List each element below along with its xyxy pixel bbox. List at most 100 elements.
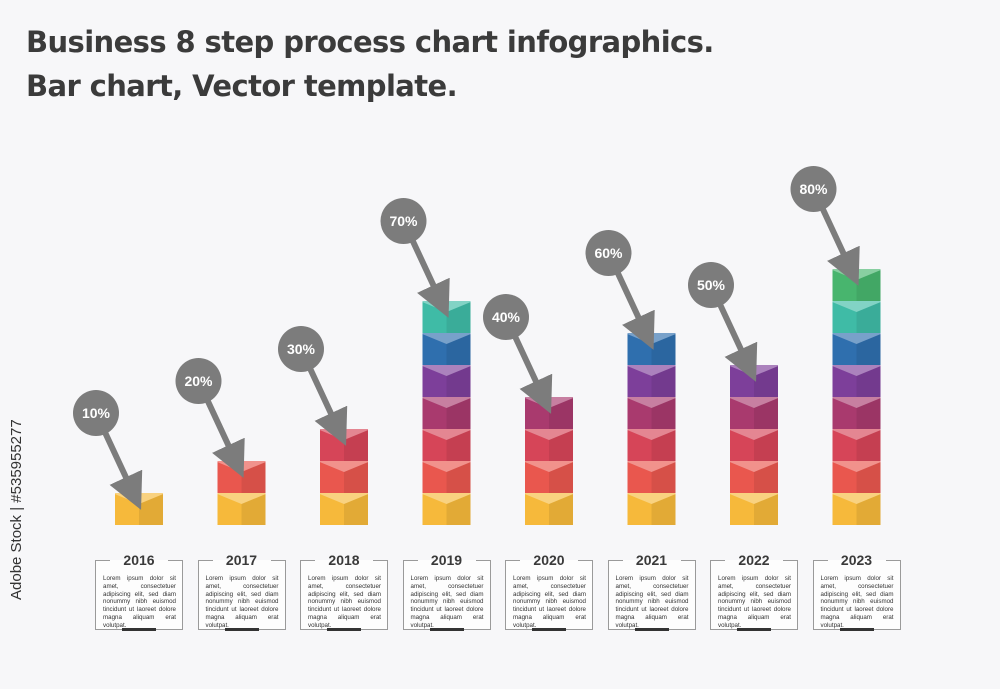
bar-block: [422, 429, 471, 461]
card-border: [783, 560, 797, 561]
card-border: [301, 560, 315, 561]
year-card-2019: 2019 Lorem ipsum dolor sit amet, consecte…: [402, 552, 491, 631]
year-card-2021: 2021 Lorem ipsum dolor sit amet, consecte…: [607, 552, 696, 631]
card-border: [270, 560, 285, 561]
tick-label-2022: 2022: [738, 552, 770, 568]
year-card-2023: 2023 Lorem ipsum dolor sit amet, consecte…: [812, 552, 901, 631]
bar-2017: [217, 461, 266, 525]
title-line-1: Business 8 step process chart infographi…: [26, 25, 714, 59]
tick-label-2021: 2021: [635, 552, 668, 568]
card-border: [506, 560, 520, 561]
title-line-2: Bar chart, Vector template.: [26, 69, 458, 103]
card-description: Lorem ipsum dolor sit amet, consectetuer…: [410, 575, 484, 629]
card-accent-bar: [122, 628, 156, 631]
bar-block: [217, 461, 266, 493]
value-bubble-2022: [688, 262, 734, 308]
bar-block: [525, 461, 573, 493]
tick-label-2018: 2018: [328, 552, 360, 568]
bar-2020: [525, 397, 573, 525]
card-description: Lorem ipsum dolor sit amet, consectetuer…: [718, 575, 791, 629]
bar-block: [730, 365, 778, 397]
card-border: [373, 560, 387, 561]
bar-block: [422, 461, 471, 493]
card-description: Lorem ipsum dolor sit amet, consectetuer…: [513, 575, 586, 629]
bar-block: [832, 333, 881, 365]
tick-label-2019: 2019: [430, 552, 463, 568]
bar-block: [422, 333, 471, 365]
card-description: Lorem ipsum dolor sit amet, consectetuer…: [103, 575, 176, 629]
card-accent-bar: [224, 628, 259, 631]
bar-block: [627, 429, 676, 461]
card-border: [475, 560, 490, 561]
card-border: [578, 560, 592, 561]
card-description: Lorem ipsum dolor sit amet, consectetuer…: [615, 575, 689, 629]
tick-label-2023: 2023: [840, 552, 873, 568]
year-card-2016: 2016 Lorem ipsum dolor sit amet, consecte…: [95, 552, 183, 631]
data-label-2018: 30%: [287, 341, 316, 357]
value-bubble-2020: [483, 294, 529, 340]
tick-label-2016: 2016: [123, 552, 155, 568]
value-bubble-2023: [790, 166, 837, 212]
bar-block: [730, 397, 778, 429]
data-label-2019: 70%: [389, 213, 418, 229]
bar-block: [627, 493, 676, 525]
bar-2018: [320, 429, 368, 525]
bar-block: [320, 461, 368, 493]
value-bubble-2016: [73, 390, 119, 436]
card-accent-bar: [327, 628, 361, 631]
year-card-2022: 2022 Lorem ipsum dolor sit amet, consecte…: [710, 552, 798, 631]
card-description: Lorem ipsum dolor sit amet, consectetuer…: [820, 575, 894, 629]
card-border: [813, 560, 828, 561]
bar-block: [627, 461, 676, 493]
card-border: [96, 560, 110, 561]
bar-block: [730, 461, 778, 493]
bar-block: [525, 493, 573, 525]
card-border: [608, 560, 623, 561]
year-card-2017: 2017 Lorem ipsum dolor sit amet, consecte…: [197, 552, 286, 631]
card-accent-bar: [839, 628, 874, 631]
bar-block: [627, 365, 676, 397]
card-border: [403, 560, 418, 561]
year-card-2020: 2020 Lorem ipsum dolor sit amet, consecte…: [505, 552, 593, 631]
bar-block: [525, 429, 573, 461]
year-card-2018: 2018 Lorem ipsum dolor sit amet, consecte…: [300, 552, 388, 631]
card-accent-bar: [737, 628, 771, 631]
bar-block: [320, 429, 368, 461]
data-label-2021: 60%: [594, 245, 623, 261]
data-label-2020: 40%: [492, 309, 521, 325]
tick-label-2020: 2020: [533, 552, 565, 568]
card-description: Lorem ipsum dolor sit amet, consectetuer…: [205, 575, 279, 629]
card-border: [885, 560, 900, 561]
bar-block: [730, 493, 778, 525]
bar-2021: [627, 333, 676, 525]
data-label-2023: 80%: [799, 181, 828, 197]
bar-block: [832, 365, 881, 397]
bar-block: [525, 397, 573, 429]
bar-block: [115, 493, 163, 525]
bar-block: [422, 301, 471, 333]
bar-block: [422, 397, 471, 429]
data-label-2016: 10%: [82, 405, 111, 421]
card-accent-bar: [634, 628, 669, 631]
stock-watermark: Adobe Stock | #535955277: [8, 419, 25, 600]
chart-title: Business 8 step process chart infographi…: [26, 20, 714, 108]
bar-block: [730, 429, 778, 461]
value-bubble-2017: [175, 358, 222, 404]
card-border: [711, 560, 725, 561]
card-accent-bar: [429, 628, 464, 631]
value-bubble-2019: [380, 198, 427, 244]
card-accent-bar: [532, 628, 566, 631]
bar-block: [422, 365, 471, 397]
bar-2023: [832, 269, 881, 525]
tick-label-2017: 2017: [225, 552, 258, 568]
bar-block: [832, 461, 881, 493]
bar-block: [320, 493, 368, 525]
bar-2019: [422, 301, 471, 525]
data-label-2017: 20%: [184, 373, 213, 389]
card-border: [198, 560, 213, 561]
bar-block: [217, 493, 266, 525]
bar-block: [627, 333, 676, 365]
bar-2022: [730, 365, 778, 525]
bar-block: [627, 397, 676, 429]
